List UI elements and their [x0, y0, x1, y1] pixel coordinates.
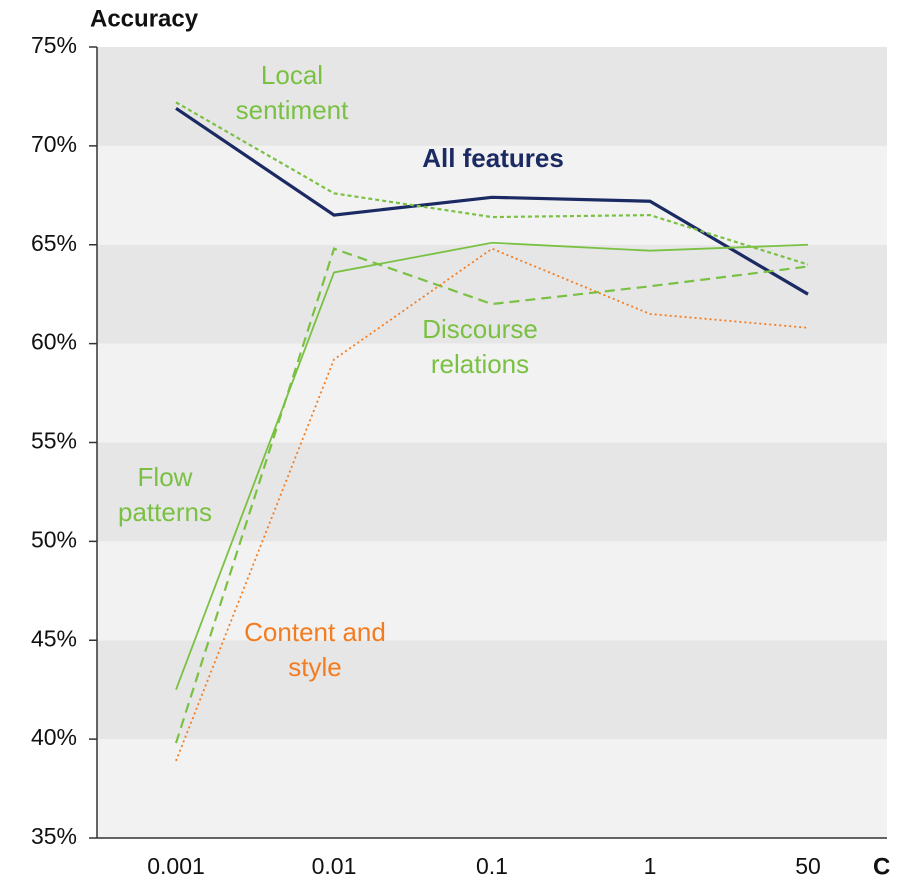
- y-tick-label: 50%: [31, 526, 77, 552]
- x-tick-label: 50: [795, 853, 821, 879]
- grid-band: [97, 541, 887, 641]
- y-tick-label: 45%: [31, 625, 77, 651]
- grid-band: [97, 739, 887, 838]
- y-tick-label: 75%: [31, 32, 77, 58]
- grid-band: [97, 442, 887, 542]
- grid-band: [97, 145, 887, 245]
- x-tick-label: 0.001: [147, 853, 205, 879]
- series-label: Flow patterns: [118, 462, 212, 527]
- y-axis-title: Accuracy: [90, 5, 199, 32]
- y-tick-label: 60%: [31, 329, 77, 355]
- series-label: All features: [422, 143, 564, 173]
- grid-band: [97, 343, 887, 443]
- y-tick-label: 55%: [31, 428, 77, 454]
- series-line: [174, 247, 809, 744]
- y-tick-label: 35%: [31, 823, 77, 849]
- x-axis-title: C: [873, 853, 890, 880]
- y-tick-label: 40%: [31, 724, 77, 750]
- series-line: [175, 241, 809, 691]
- y-tick-label: 70%: [31, 131, 77, 157]
- x-tick-label: 0.01: [312, 853, 357, 879]
- y-tick-label: 65%: [31, 230, 77, 256]
- series-label: Discourse relations: [422, 314, 538, 379]
- x-tick-label: 0.1: [476, 853, 508, 879]
- series-label: Content and style: [244, 617, 386, 682]
- x-tick-label: 1: [644, 853, 657, 879]
- series-label: Local sentiment: [235, 60, 349, 125]
- grid-band: [97, 640, 887, 740]
- grid-band: [97, 244, 887, 344]
- series-line: [175, 101, 809, 266]
- grid-band: [97, 47, 887, 146]
